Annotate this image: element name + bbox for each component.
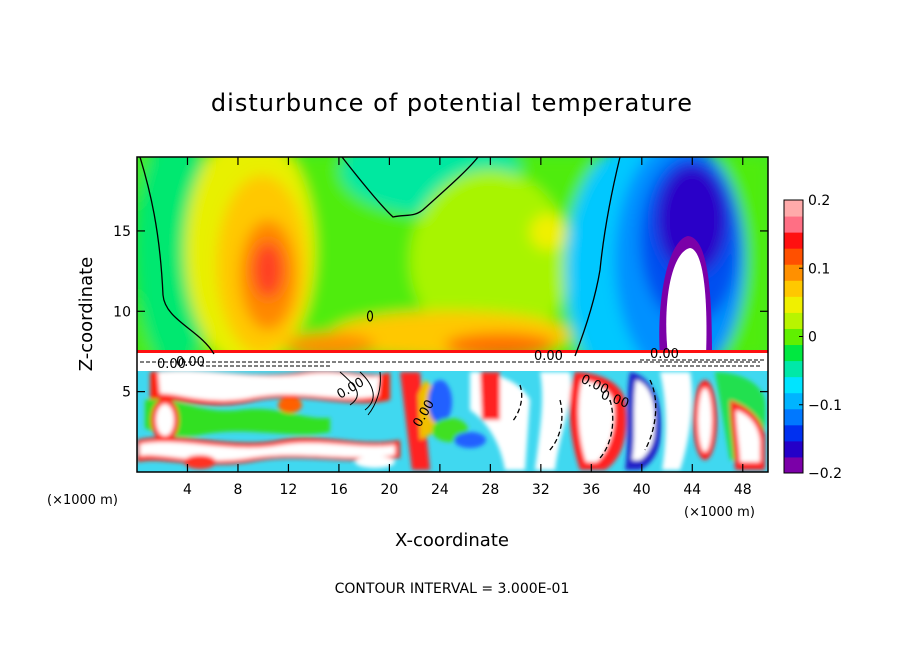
y-axis-label: Z-coordinate: [76, 257, 97, 372]
y-tick-label: 10: [113, 304, 131, 320]
x-tick-label: 32: [532, 482, 550, 498]
colorbar-swatch: [784, 216, 803, 233]
colorbar-swatch: [784, 360, 803, 378]
x-axis-ticks: 4 8 12 16 20 24 28 32 36 40 44 48: [183, 157, 752, 498]
x-tick-label: 44: [683, 482, 701, 498]
x-tick-label: 36: [582, 482, 600, 498]
chart-title: disturbunce of potential temperature: [211, 89, 693, 117]
colorbar-swatch: [784, 280, 803, 297]
contour-label: 0.00: [650, 347, 679, 362]
colorbar-swatch: [784, 408, 803, 426]
contour-label: 0.00: [534, 349, 563, 364]
x-tick-label: 24: [431, 482, 449, 498]
colorbar-swatch: [784, 328, 803, 346]
x-unit-left: (×1000 m): [47, 493, 118, 508]
x-tick-label: 8: [233, 482, 242, 498]
plot-frame: [136, 156, 769, 473]
colorbar-swatch: [784, 392, 803, 410]
colorbar-tick-label: 0.1: [808, 261, 830, 277]
colorbar-tick-label: −0.1: [808, 398, 842, 414]
contour-label: 0.00: [157, 357, 186, 372]
upper-field: [137, 157, 768, 357]
y-tick-label: 5: [122, 385, 131, 401]
y-tick-label: 15: [113, 224, 131, 240]
colorbar-swatch: [784, 296, 803, 313]
plot-area: [136, 156, 769, 473]
contour-interval-note: CONTOUR INTERVAL = 3.000E-01: [335, 581, 570, 597]
colorbar-tick-label: 0: [808, 330, 817, 346]
colorbar-swatch: [784, 376, 803, 394]
y-axis-ticks: 5 10 15: [113, 224, 768, 401]
x-tick-label: 4: [183, 482, 192, 498]
colorbar-swatch: [784, 232, 803, 249]
x-tick-label: 48: [734, 482, 752, 498]
x-tick-label: 20: [380, 482, 398, 498]
x-tick-label: 16: [330, 482, 348, 498]
x-axis-label: X-coordinate: [395, 530, 509, 551]
colorbar-swatch: [784, 456, 803, 474]
colorbar-swatch: [784, 264, 803, 281]
colorbar-swatch: [784, 312, 803, 329]
colorbar-tick-label: −0.2: [808, 466, 842, 482]
colorbar-swatch: [784, 344, 803, 362]
x-tick-label: 28: [481, 482, 499, 498]
colorbar-swatch: [784, 200, 803, 217]
x-tick-label: 12: [280, 482, 298, 498]
colorbar-swatch: [784, 424, 803, 442]
colorbar-tick-label: 0.2: [808, 193, 830, 209]
x-unit-right: (×1000 m): [684, 505, 755, 520]
contour-label: 0.00: [176, 355, 205, 370]
colorbar-swatch: [784, 248, 803, 265]
x-tick-label: 40: [633, 482, 651, 498]
lower-field: [137, 357, 768, 472]
colorbar: 0.2 0.1 0 −0.1 −0.2: [783, 193, 842, 482]
colorbar-swatch: [784, 440, 803, 458]
